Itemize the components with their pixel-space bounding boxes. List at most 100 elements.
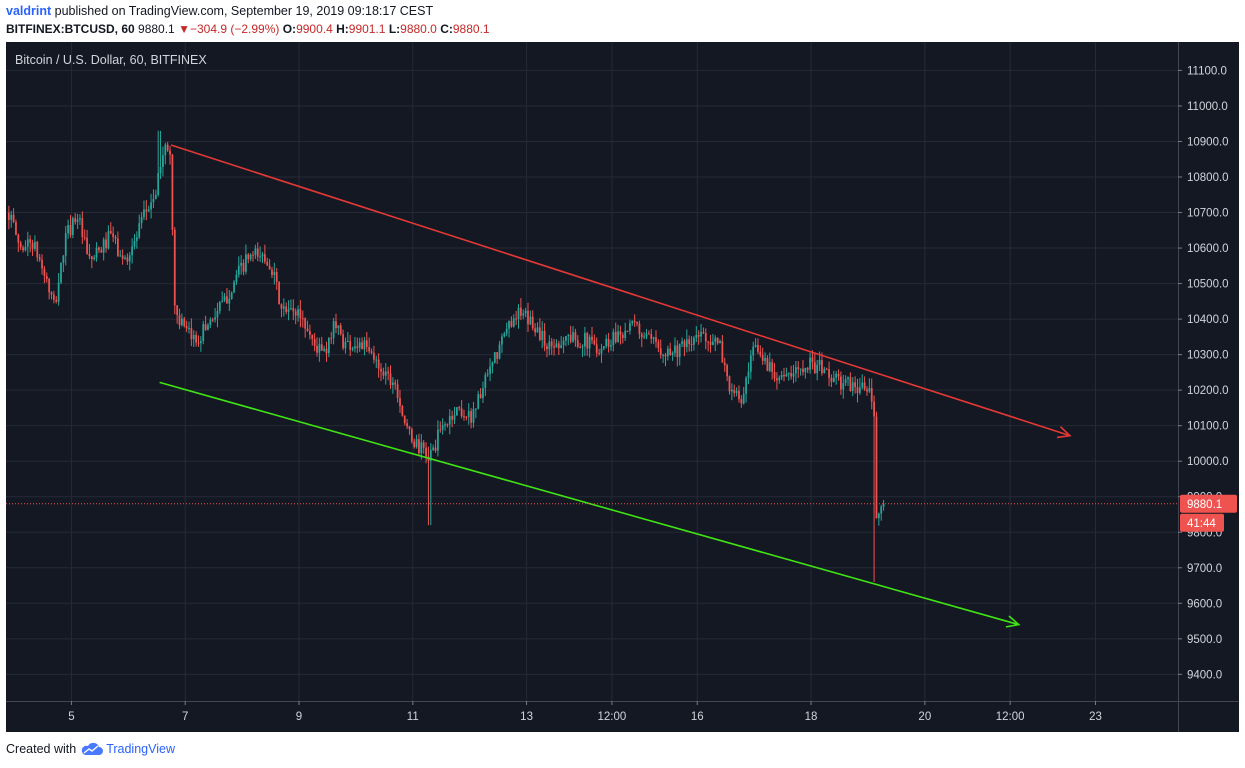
candle — [685, 329, 688, 353]
candle — [22, 245, 24, 253]
candle-body — [370, 351, 373, 353]
candle-body — [538, 327, 541, 340]
candle — [529, 310, 532, 326]
trendlines[interactable] — [6, 144, 1178, 628]
price-chart[interactable]: 11100.0 11000.0 10900.0 10800.0 10700.0 10600… — [6, 42, 1239, 732]
candle — [847, 376, 849, 386]
candle — [546, 343, 548, 358]
candle — [209, 317, 212, 328]
candle-body — [361, 342, 363, 350]
time-tick-label: 13 — [520, 711, 533, 723]
candle — [823, 366, 826, 374]
candle — [121, 249, 124, 265]
candle-body — [256, 248, 259, 257]
candle-body — [683, 341, 686, 348]
candle — [429, 443, 432, 526]
candle — [702, 327, 705, 335]
candle-body — [821, 360, 823, 374]
candle — [681, 337, 683, 348]
candle-body — [584, 333, 586, 347]
candle — [48, 277, 51, 300]
price-tick-label: 9500.0 — [1187, 634, 1222, 646]
candle — [164, 142, 167, 165]
candle — [666, 345, 669, 361]
candle-body — [36, 241, 39, 258]
candle-body — [192, 334, 195, 340]
time-tick-label: 23 — [1089, 711, 1102, 723]
candle — [764, 352, 766, 365]
candle — [726, 363, 729, 382]
candle — [785, 367, 788, 377]
candle-body — [60, 262, 62, 283]
author-link[interactable]: valdrint — [6, 4, 52, 18]
close-value: 9880.1 — [452, 22, 490, 36]
candle — [441, 418, 444, 435]
candle — [844, 375, 847, 386]
candle — [678, 343, 681, 366]
candle-body — [128, 255, 131, 262]
candle — [41, 254, 43, 275]
candle-body — [726, 365, 729, 377]
candle-body — [363, 340, 366, 350]
candle-body — [863, 382, 866, 390]
last-price: 9880.1 — [138, 22, 175, 36]
candle — [339, 322, 342, 336]
candle-body — [373, 352, 375, 360]
candle — [489, 358, 491, 382]
candle-body — [354, 346, 356, 349]
chart-title: Bitcoin / U.S. Dollar, 60, BITFINEX — [15, 53, 207, 67]
candle — [617, 324, 619, 343]
candle — [877, 512, 880, 526]
candle — [766, 355, 769, 372]
published-text: published on TradingView.com, September … — [51, 4, 434, 18]
candle — [235, 269, 238, 285]
candle-body — [465, 416, 468, 418]
candle — [278, 281, 280, 305]
candle — [501, 333, 503, 353]
candle — [695, 326, 698, 343]
price-tick-label: 10500.0 — [1187, 279, 1229, 291]
chart-area[interactable]: 11100.0 11000.0 10900.0 10800.0 10700.0 10600… — [6, 42, 1239, 732]
candle — [76, 213, 79, 230]
price-axis[interactable]: 11100.0 11000.0 10900.0 10800.0 10700.0 10600… — [1178, 42, 1239, 732]
candle — [252, 250, 254, 262]
candle-body — [218, 302, 221, 312]
candle-body — [396, 384, 399, 398]
price-tick-label: 10700.0 — [1187, 208, 1229, 220]
candle-body — [41, 259, 43, 269]
candle-body — [275, 272, 278, 282]
candle-body — [638, 323, 641, 334]
tradingview-link[interactable]: TradingView — [80, 742, 175, 756]
candle-body — [550, 341, 553, 347]
candle — [425, 442, 427, 464]
candle — [612, 328, 615, 352]
candle-body — [145, 209, 148, 212]
candle — [572, 326, 574, 343]
candle-body — [448, 416, 451, 425]
candle-body — [143, 209, 145, 218]
candle-body — [621, 334, 624, 338]
close-label: C: — [440, 22, 453, 36]
candle — [460, 400, 463, 419]
candle-body — [154, 194, 157, 199]
candle — [624, 322, 627, 341]
candle — [498, 340, 501, 360]
candle — [825, 367, 828, 370]
candle — [704, 328, 707, 350]
candle-body — [7, 212, 10, 220]
chart-header: valdrint published on TradingView.com, S… — [6, 4, 1239, 42]
candle-body — [754, 345, 757, 347]
open-label: O: — [282, 22, 297, 36]
candle — [505, 322, 508, 337]
time-axis[interactable]: 5 7 9 11 13 12:00 16 18 20 12:00 23 — [6, 701, 1239, 732]
candle — [394, 379, 397, 390]
candle-body — [380, 368, 382, 372]
candle — [837, 369, 840, 381]
candle-body — [792, 373, 795, 377]
candle — [19, 240, 22, 251]
candle — [406, 419, 408, 430]
candle-body — [169, 150, 171, 155]
candle-body — [176, 305, 179, 316]
candle — [455, 407, 458, 416]
candle — [840, 371, 842, 395]
